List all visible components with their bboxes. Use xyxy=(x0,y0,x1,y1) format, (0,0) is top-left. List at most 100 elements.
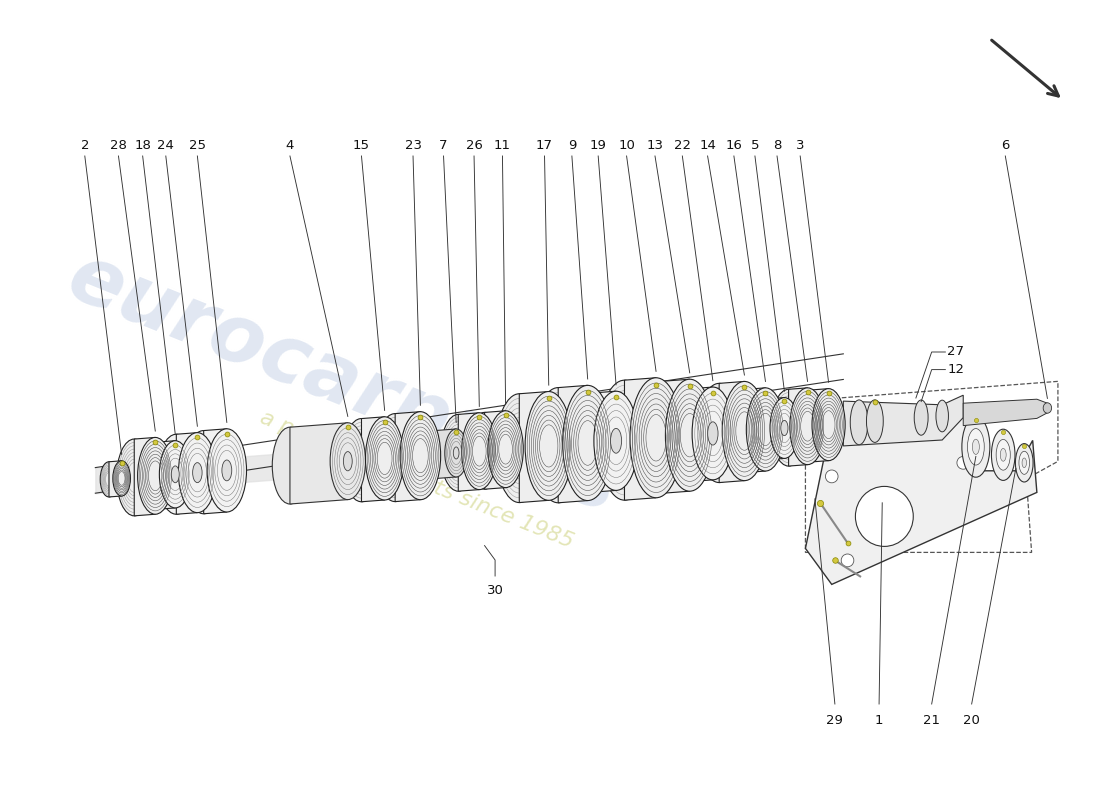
Ellipse shape xyxy=(160,441,191,508)
Ellipse shape xyxy=(723,382,767,481)
Text: 10: 10 xyxy=(618,139,635,152)
Text: 9: 9 xyxy=(568,139,576,152)
Polygon shape xyxy=(844,395,964,446)
Text: 17: 17 xyxy=(536,139,553,152)
Ellipse shape xyxy=(375,414,416,502)
Polygon shape xyxy=(770,398,784,459)
Ellipse shape xyxy=(444,429,468,477)
Text: eurocarparts: eurocarparts xyxy=(56,238,629,530)
Ellipse shape xyxy=(812,389,845,461)
Text: 4: 4 xyxy=(286,139,294,152)
Ellipse shape xyxy=(856,486,913,546)
Ellipse shape xyxy=(462,413,497,490)
Text: 7: 7 xyxy=(439,139,448,152)
Text: 30: 30 xyxy=(486,584,504,597)
Ellipse shape xyxy=(598,380,650,500)
Ellipse shape xyxy=(488,411,524,487)
Ellipse shape xyxy=(914,400,928,435)
Text: 14: 14 xyxy=(700,139,716,152)
Polygon shape xyxy=(625,378,656,500)
Ellipse shape xyxy=(342,418,381,502)
Ellipse shape xyxy=(1019,451,1030,474)
Ellipse shape xyxy=(790,388,825,465)
Text: 29: 29 xyxy=(826,714,844,726)
Ellipse shape xyxy=(207,429,246,512)
Ellipse shape xyxy=(1000,448,1006,461)
Polygon shape xyxy=(109,461,122,497)
Ellipse shape xyxy=(961,416,990,477)
Text: 19: 19 xyxy=(590,139,606,152)
Ellipse shape xyxy=(692,387,734,480)
Ellipse shape xyxy=(330,422,365,499)
Ellipse shape xyxy=(630,378,682,498)
Polygon shape xyxy=(558,386,587,503)
Ellipse shape xyxy=(466,413,503,489)
Ellipse shape xyxy=(707,422,718,445)
Text: 27: 27 xyxy=(947,346,965,358)
Ellipse shape xyxy=(157,434,196,514)
Ellipse shape xyxy=(172,466,179,482)
Text: 16: 16 xyxy=(726,139,742,152)
Ellipse shape xyxy=(697,383,741,482)
Ellipse shape xyxy=(867,400,883,442)
Ellipse shape xyxy=(636,382,684,494)
Ellipse shape xyxy=(571,393,615,492)
Polygon shape xyxy=(519,391,549,502)
Ellipse shape xyxy=(936,400,948,432)
Polygon shape xyxy=(964,399,1047,426)
Ellipse shape xyxy=(273,427,308,504)
Ellipse shape xyxy=(1043,403,1052,414)
Ellipse shape xyxy=(414,431,436,479)
Polygon shape xyxy=(425,429,456,479)
Ellipse shape xyxy=(525,391,572,500)
Ellipse shape xyxy=(825,470,838,482)
Ellipse shape xyxy=(746,388,784,471)
Ellipse shape xyxy=(113,461,131,496)
Text: 25: 25 xyxy=(189,139,206,152)
Ellipse shape xyxy=(534,388,583,502)
Ellipse shape xyxy=(400,412,441,500)
Ellipse shape xyxy=(138,438,173,514)
Ellipse shape xyxy=(1015,443,1033,482)
Ellipse shape xyxy=(972,439,979,454)
Ellipse shape xyxy=(496,394,543,502)
Text: 18: 18 xyxy=(134,139,151,152)
Ellipse shape xyxy=(997,439,1010,470)
Polygon shape xyxy=(692,387,713,482)
Ellipse shape xyxy=(441,414,476,491)
Ellipse shape xyxy=(365,417,404,500)
Polygon shape xyxy=(395,412,420,502)
Ellipse shape xyxy=(184,430,223,514)
Ellipse shape xyxy=(1022,458,1026,467)
Text: 6: 6 xyxy=(1001,139,1010,152)
Ellipse shape xyxy=(143,442,174,509)
Text: 21: 21 xyxy=(923,714,940,726)
Polygon shape xyxy=(176,433,197,514)
Text: 24: 24 xyxy=(157,139,174,152)
Text: 3: 3 xyxy=(796,139,804,152)
Ellipse shape xyxy=(343,451,352,470)
Polygon shape xyxy=(158,441,175,509)
Text: 12: 12 xyxy=(947,363,965,376)
Text: 28: 28 xyxy=(110,139,126,152)
Polygon shape xyxy=(459,413,480,491)
Ellipse shape xyxy=(453,447,459,459)
Ellipse shape xyxy=(594,391,638,490)
Polygon shape xyxy=(805,404,1037,584)
Ellipse shape xyxy=(563,386,613,501)
Text: 5: 5 xyxy=(750,139,759,152)
Ellipse shape xyxy=(671,389,713,482)
Ellipse shape xyxy=(957,456,969,469)
Text: 23: 23 xyxy=(405,139,421,152)
Text: 2: 2 xyxy=(80,139,89,152)
Polygon shape xyxy=(719,382,745,482)
Text: a passion for parts since 1985: a passion for parts since 1985 xyxy=(256,408,576,552)
Text: 1: 1 xyxy=(874,714,883,726)
Ellipse shape xyxy=(192,462,202,482)
Ellipse shape xyxy=(100,462,118,497)
Ellipse shape xyxy=(178,433,217,513)
Ellipse shape xyxy=(756,398,784,459)
Text: 26: 26 xyxy=(465,139,483,152)
Polygon shape xyxy=(290,422,348,504)
Ellipse shape xyxy=(727,390,766,473)
